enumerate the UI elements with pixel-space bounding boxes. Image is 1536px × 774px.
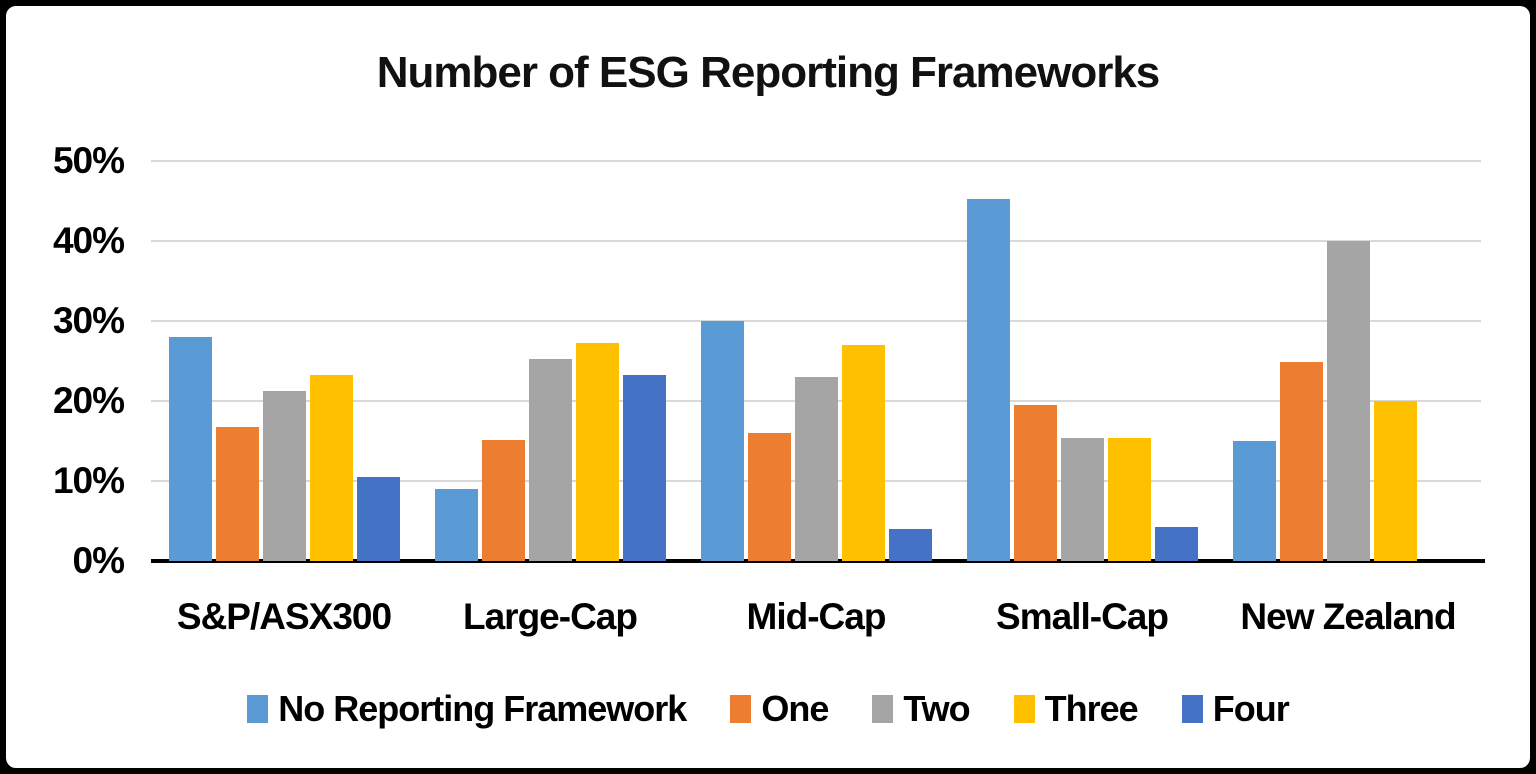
y-tick-label: 40% <box>52 220 125 261</box>
legend-item: One <box>730 684 829 734</box>
legend-color-swatch <box>730 695 752 723</box>
x-axis-category-label: S&P/ASX300 <box>176 596 392 637</box>
bar <box>575 343 619 561</box>
bar <box>888 529 932 561</box>
bar <box>794 377 838 561</box>
bar <box>1060 437 1104 561</box>
bar <box>434 489 478 561</box>
y-tick-label: 50% <box>52 140 125 181</box>
bar <box>700 321 744 561</box>
y-tick-label: 10% <box>52 460 125 501</box>
gridline <box>151 240 1481 242</box>
bar <box>356 477 400 561</box>
bar-group <box>683 161 949 561</box>
bar <box>1326 241 1370 561</box>
y-tick-label: 20% <box>52 380 125 421</box>
bar-group <box>949 161 1215 561</box>
plot-area <box>151 160 1485 563</box>
bar <box>1373 401 1417 561</box>
bar <box>966 198 1010 561</box>
x-axis-category-label: Mid-Cap <box>746 596 887 637</box>
bar <box>309 374 353 561</box>
x-axis-category-label: Large-Cap <box>463 596 638 637</box>
legend-color-swatch <box>872 695 894 723</box>
bar <box>1154 527 1198 561</box>
bar-group <box>151 161 417 561</box>
y-tick-label: 30% <box>52 300 125 341</box>
y-tick-label: 0% <box>72 540 125 581</box>
x-axis-category-label: New Zealand <box>1240 596 1456 637</box>
bar <box>1107 437 1151 561</box>
bar-group <box>417 161 683 561</box>
bar <box>1013 405 1057 561</box>
bar <box>1279 361 1323 561</box>
bar <box>622 375 666 561</box>
legend-label: Two <box>903 688 970 729</box>
bar <box>841 345 885 561</box>
bar <box>215 426 259 561</box>
bar <box>481 440 525 561</box>
bar <box>528 358 572 561</box>
x-axis-category-labels: S&P/ASX300 Large-Cap Mid-Cap Small-Cap New Z… <box>151 592 1481 642</box>
bar <box>262 391 306 561</box>
legend-label: Three <box>1044 688 1139 729</box>
legend-label: No Reporting Framework <box>278 688 687 729</box>
legend-color-swatch <box>247 695 269 723</box>
legend: No Reporting Framework One Two Three Four <box>6 684 1530 734</box>
gridline <box>151 320 1481 322</box>
legend-color-swatch <box>1181 695 1203 723</box>
bar-group <box>1215 161 1481 561</box>
bar <box>1232 441 1276 561</box>
legend-item: Three <box>1013 684 1139 734</box>
y-axis-tick-labels: 0% 10% 20% 30% 40% 50% <box>6 6 125 768</box>
bar <box>168 337 212 561</box>
legend-item: No Reporting Framework <box>247 684 687 734</box>
legend-item: Two <box>872 684 971 734</box>
legend-label: Four <box>1212 688 1290 729</box>
bar <box>747 433 791 561</box>
x-axis-category-label: Small-Cap <box>996 596 1169 637</box>
legend-item: Four <box>1181 684 1290 734</box>
gridline <box>151 160 1481 162</box>
legend-label: One <box>761 688 829 729</box>
legend-color-swatch <box>1013 695 1035 723</box>
chart-title: Number of ESG Reporting Frameworks <box>376 48 1161 97</box>
x-axis-line <box>151 559 1485 563</box>
